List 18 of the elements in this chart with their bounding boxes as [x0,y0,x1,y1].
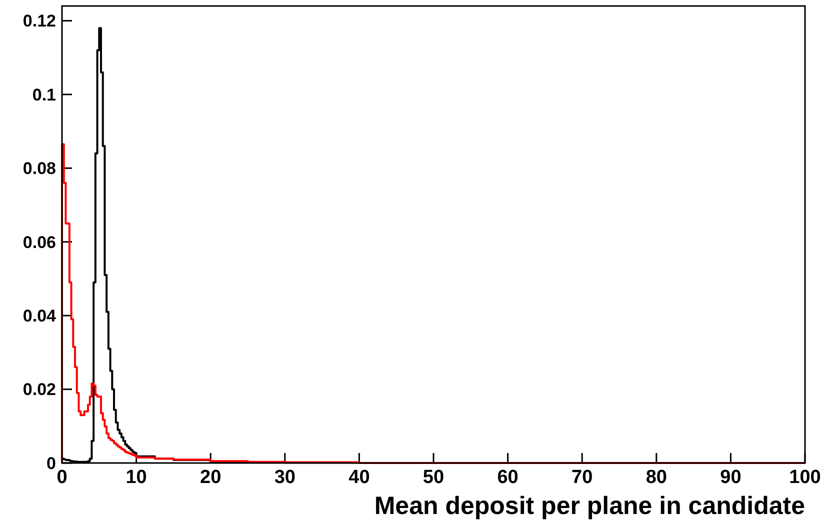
y-tick-label: 0.04 [22,306,57,326]
x-tick-label: 30 [274,467,296,488]
x-tick-label: 20 [200,467,222,488]
y-tick-label: 0.08 [22,159,56,178]
y-tick-label: 0.12 [22,12,56,31]
x-tick-label: 90 [720,467,742,488]
y-tick-label: 0 [46,454,56,473]
x-tick-label: 80 [646,467,667,488]
x-tick-label: 60 [497,467,518,488]
y-tick-label: 0.02 [22,380,56,400]
x-tick-label: 50 [422,467,444,488]
y-tick-label: 0.06 [22,232,56,252]
x-tick-label: 40 [348,467,370,488]
x-tick-label: 100 [789,467,821,488]
x-axis-title: Mean deposit per plane in candidate [374,492,806,520]
x-tick-label: 10 [126,467,147,488]
y-tick-label: 0.1 [32,85,56,104]
x-tick-label: 70 [572,467,593,488]
